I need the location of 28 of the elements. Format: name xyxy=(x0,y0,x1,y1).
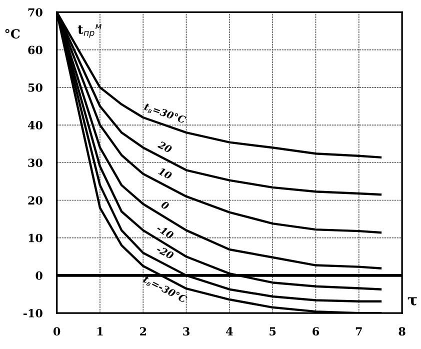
y-tick-label: 40 xyxy=(28,121,42,130)
x-tick-label: 2 xyxy=(140,327,146,336)
y-tick-label: 60 xyxy=(28,46,42,54)
y-tick-label: 20 xyxy=(28,196,42,205)
text: 0 xyxy=(160,200,170,210)
x-axis-title: τ xyxy=(408,297,417,306)
x-tick-label: 1 xyxy=(97,327,103,336)
y-tick-label: 10 xyxy=(28,234,42,242)
x-tick-label: 0 xyxy=(53,327,60,336)
x-tick-label: 4 xyxy=(226,327,233,336)
y-tick-label: -10 xyxy=(23,309,42,318)
text: 10 xyxy=(158,167,173,180)
text: t$_{в}$=-30°C xyxy=(142,275,188,304)
y-tick-label: 0 xyxy=(36,271,42,280)
y-tick-label: 50 xyxy=(28,83,42,92)
text: 20 xyxy=(157,140,173,154)
annotation: t$_{пр}$$^{м}$ xyxy=(78,24,102,38)
x-tick-label: 8 xyxy=(398,327,406,336)
y-tick-label: 30 xyxy=(28,158,42,168)
x-tick-label: 7 xyxy=(356,327,362,336)
text: -10 xyxy=(156,224,174,240)
text: -20 xyxy=(156,245,174,260)
y-axis-title: °C xyxy=(5,29,20,39)
x-tick-label: 3 xyxy=(183,327,190,336)
x-tick-label: 6 xyxy=(312,327,320,336)
y-tick-label: 70 xyxy=(28,8,42,17)
x-tick-label: 5 xyxy=(270,327,276,336)
text: t$_{в}$=30°C xyxy=(143,102,186,126)
